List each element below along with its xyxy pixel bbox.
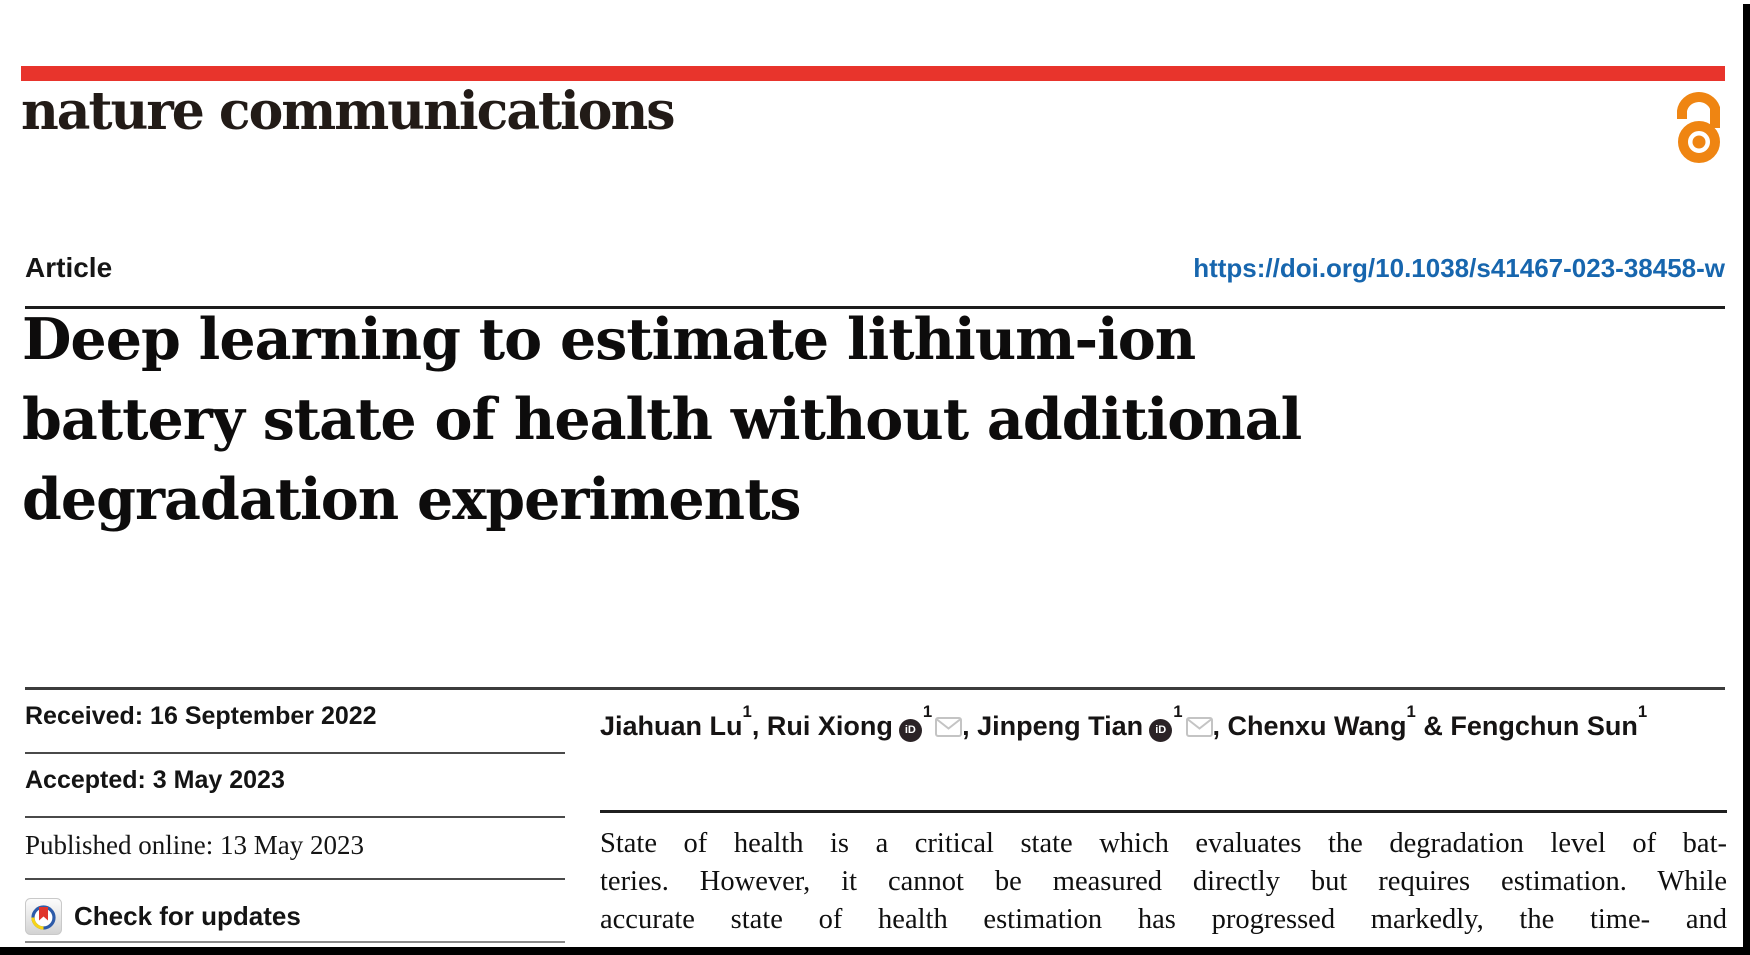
author-name: Jinpeng Tian (977, 711, 1144, 741)
author-affiliation-superscript: 1 (922, 701, 933, 721)
doi-link[interactable]: https://doi.org/10.1038/s41467-023-38458… (1193, 253, 1725, 283)
author-affiliation-superscript: 1 (742, 701, 752, 721)
check-for-updates-label[interactable]: Check for updates (74, 900, 301, 931)
article-type-label: Article (25, 252, 113, 283)
author-name: Jiahuan Lu (600, 711, 743, 741)
paper-title: Deep learning to estimate lithium-ion ba… (22, 300, 1582, 540)
orcid-icon[interactable]: iD (898, 719, 922, 742)
author-name: Rui Xiong (766, 711, 893, 741)
author-affiliation-superscript: 1 (1637, 701, 1648, 721)
author-separator: & (1415, 711, 1451, 741)
journal-logo: nature communications (21, 81, 676, 142)
paper-title-line: degradation experiments (22, 466, 802, 533)
dates-list: Received: 16 September 2022 Accepted: 3 M… (25, 690, 565, 880)
page-bottom-border (0, 947, 1750, 955)
author-separator: , (962, 711, 978, 741)
check-for-updates-row[interactable]: Check for updates (25, 880, 565, 943)
authors-abstract-column: Jiahuan Lu1, Rui Xiong iD1, Jinpeng Tian i… (600, 690, 1727, 939)
author-affiliation-superscript: 1 (1406, 701, 1416, 721)
header-divider (25, 306, 1725, 309)
article-dates-column: Received: 16 September 2022 Accepted: 3 M… (25, 690, 565, 943)
email-icon[interactable] (1185, 717, 1213, 737)
author-separator: , (751, 711, 767, 741)
author-affiliation-superscript: 1 (1173, 701, 1183, 721)
date-row: Received: 16 September 2022 (25, 690, 565, 754)
abstract-line: State of health is a critical state whic… (600, 828, 1727, 859)
crossmark-icon (25, 897, 62, 935)
date-row: Published online: 13 May 2023 (25, 818, 565, 880)
author-name: Fengchun Sun (1450, 711, 1638, 741)
paper-title-line: Deep learning to estimate lithium-ion (22, 306, 1196, 373)
author-separator: , (1212, 711, 1228, 741)
abstract-line: accurate state of health estimation has … (600, 904, 1727, 935)
title-divider (25, 687, 1725, 690)
open-access-icon (1677, 92, 1720, 163)
abstract-text: State of health is a critical state whic… (600, 825, 1727, 939)
author-name: Chenxu Wang (1227, 711, 1407, 741)
article-header-row: Article https://doi.org/10.1038/s41467-0… (25, 252, 1725, 284)
masthead-red-rule (21, 66, 1725, 81)
orcid-icon[interactable]: iD (1149, 719, 1173, 742)
date-row: Accepted: 3 May 2023 (25, 754, 565, 818)
abstract-divider (600, 810, 1727, 813)
page-right-border (1743, 4, 1750, 955)
author-list: Jiahuan Lu1, Rui Xiong iD1, Jinpeng Tian i… (600, 690, 1727, 744)
email-icon[interactable] (935, 717, 963, 737)
abstract-line: teries. However, it cannot be measured d… (600, 866, 1727, 897)
paper-title-line: battery state of health without addition… (22, 386, 1302, 453)
